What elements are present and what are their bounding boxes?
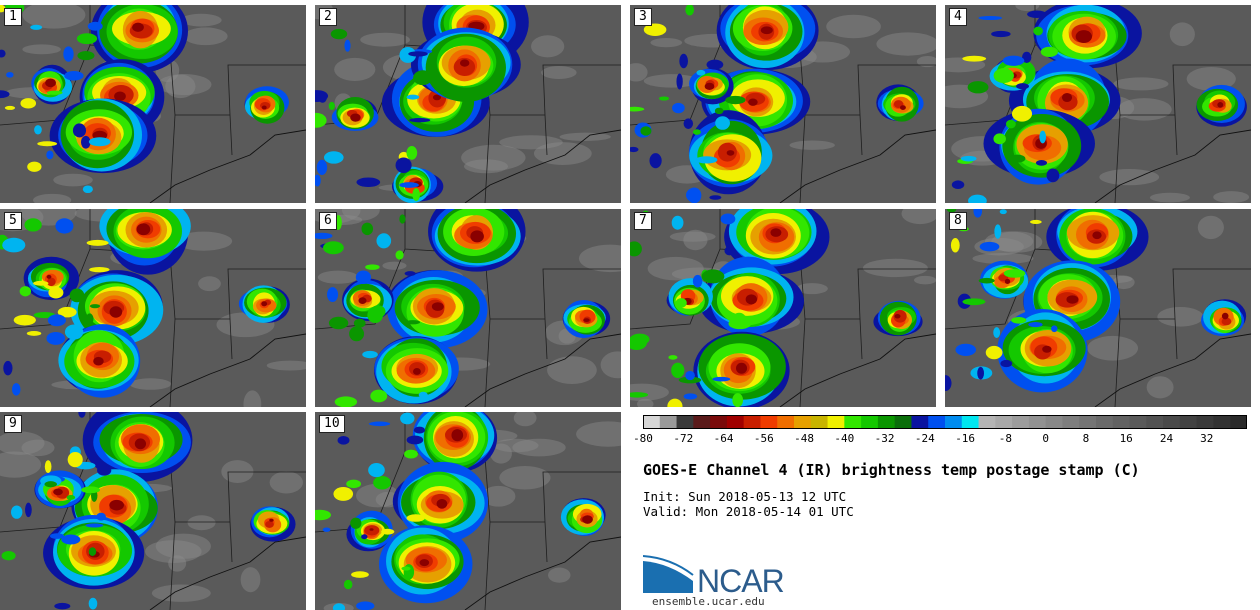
- colorbar-swatch: [1112, 415, 1131, 429]
- colorbar-swatch: [777, 415, 795, 429]
- colorbar-swatch: [1096, 415, 1114, 429]
- colorbar-tick-label: 24: [1159, 432, 1174, 445]
- panel-number: 9: [4, 415, 22, 433]
- panel-7: 7: [630, 209, 936, 407]
- colorbar-swatch: [794, 415, 812, 429]
- valid-time: Valid: Mon 2018-05-14 01 UTC: [643, 504, 854, 519]
- panel-8: 8: [945, 209, 1251, 407]
- colorbar-swatch: [1079, 415, 1097, 429]
- colorbar-tick-label: 16: [1119, 432, 1133, 445]
- satellite-imagery: [0, 209, 306, 407]
- colorbar-swatch: [643, 415, 661, 429]
- colorbar-tick-label: -16: [955, 432, 976, 445]
- org-name: NCAR: [697, 563, 785, 599]
- panel-9: 9: [0, 412, 306, 610]
- colorbar-swatch: [1012, 415, 1030, 429]
- colorbar-tick-label: -8: [998, 432, 1013, 445]
- colorbar-swatch: [911, 415, 929, 429]
- colorbar-swatch: [978, 415, 996, 429]
- panel-1: 1: [0, 5, 306, 203]
- panel-number: 3: [634, 8, 652, 26]
- colorbar-swatch: [1028, 415, 1047, 429]
- panel-number: 1: [4, 8, 22, 26]
- panel-number: 6: [319, 212, 337, 230]
- colorbar-tick-label: -56: [753, 432, 774, 445]
- colorbar-swatch: [928, 415, 946, 429]
- satellite-imagery: [630, 209, 936, 407]
- colorbar-tick-label: -72: [673, 432, 694, 445]
- colorbar-swatch: [894, 415, 912, 429]
- satellite-imagery: [315, 412, 621, 610]
- panel-number: 8: [949, 212, 967, 230]
- panel-number: 4: [949, 8, 967, 26]
- panel-number: 5: [4, 212, 22, 230]
- colorbar-swatch: [760, 415, 778, 429]
- colorbar-swatch: [844, 415, 862, 429]
- colorbar-swatch: [1129, 415, 1147, 429]
- colorbar-tick-label: -32: [874, 432, 895, 445]
- colorbar-tick-label: -64: [713, 432, 734, 445]
- colorbar-swatch: [1146, 415, 1164, 429]
- colorbar-swatch: [827, 415, 845, 429]
- colorbar-swatch: [1230, 415, 1247, 429]
- colorbar-swatch: [659, 415, 678, 429]
- panel-5: 5: [0, 209, 306, 407]
- panel-2: 2: [315, 5, 621, 203]
- website-url: ensemble.ucar.edu: [652, 595, 765, 608]
- colorbar-tick-label: 32: [1200, 432, 1214, 445]
- colorbar-swatch: [710, 415, 728, 429]
- panel-number: 10: [319, 415, 345, 433]
- satellite-imagery: [945, 209, 1251, 407]
- satellite-imagery: [315, 209, 621, 407]
- satellite-imagery: [0, 5, 306, 203]
- satellite-imagery: [630, 5, 936, 203]
- colorbar: [643, 415, 1247, 429]
- colorbar-swatch: [1179, 415, 1198, 429]
- panel-3: 3: [630, 5, 936, 203]
- colorbar-swatch: [995, 415, 1013, 429]
- colorbar-swatch: [1045, 415, 1063, 429]
- colorbar-tick-label: -80: [633, 432, 653, 445]
- panel-number: 7: [634, 212, 652, 230]
- colorbar-swatch: [877, 415, 896, 429]
- panel-10: 10: [315, 412, 621, 610]
- colorbar-tick-label: -24: [914, 432, 935, 445]
- colorbar-swatch: [861, 415, 879, 429]
- satellite-imagery: [0, 412, 306, 610]
- panel-4: 4: [945, 5, 1251, 203]
- panel-6: 6: [315, 209, 621, 407]
- colorbar-tick-label: 8: [1082, 432, 1090, 445]
- colorbar-swatch: [693, 415, 711, 429]
- colorbar-swatch: [676, 415, 694, 429]
- figure-title: GOES-E Channel 4 (IR) brightness temp po…: [643, 461, 1140, 479]
- colorbar-swatch: [743, 415, 761, 429]
- colorbar-swatch: [961, 415, 980, 429]
- satellite-imagery: [315, 5, 621, 203]
- colorbar-tick-label: -40: [834, 432, 855, 445]
- satellite-imagery: [945, 5, 1251, 203]
- colorbar-swatch: [1163, 415, 1181, 429]
- panel-number: 2: [319, 8, 337, 26]
- colorbar-swatch: [1196, 415, 1214, 429]
- colorbar-swatch: [1213, 415, 1231, 429]
- colorbar-tick-label: 0: [1042, 432, 1049, 445]
- init-time: Init: Sun 2018-05-13 12 UTC: [643, 489, 847, 504]
- colorbar-swatch: [810, 415, 829, 429]
- colorbar-swatch: [726, 415, 745, 429]
- colorbar-tick-label: -48: [794, 432, 814, 445]
- colorbar-swatch: [1062, 415, 1080, 429]
- colorbar-swatch: [945, 415, 963, 429]
- ncar-logo-icon: [643, 555, 694, 593]
